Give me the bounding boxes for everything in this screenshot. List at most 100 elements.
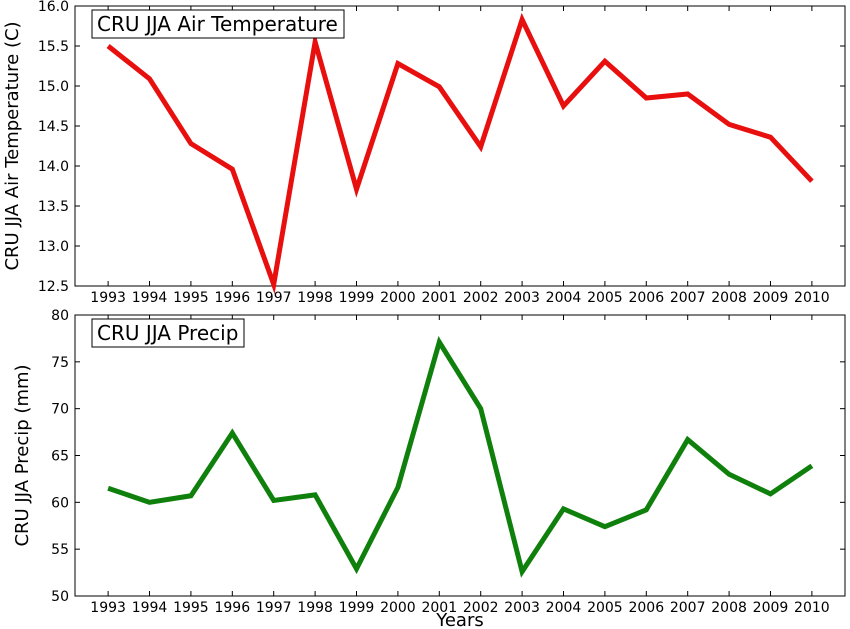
y-tick-label: 65 (51, 449, 69, 465)
data-point (478, 406, 483, 411)
x-tick-label: 2004 (546, 600, 582, 616)
data-point (147, 500, 152, 505)
y-tick-label: 14.0 (38, 159, 69, 175)
data-point (561, 506, 566, 511)
x-tick-label: 2002 (463, 600, 499, 616)
data-point (727, 472, 732, 477)
x-tick-label: 2001 (421, 290, 457, 306)
x-tick-label: 2009 (753, 290, 789, 306)
data-point (727, 122, 732, 127)
x-tick-label: 2009 (753, 600, 789, 616)
x-tick-label: 1998 (297, 600, 333, 616)
y-axis-label: CRU JJA Air Temperature (C) (2, 21, 23, 270)
x-tick-label: 2010 (794, 290, 830, 306)
y-tick-label: 75 (51, 355, 69, 371)
data-point (230, 167, 235, 172)
x-tick-label: 2008 (711, 290, 747, 306)
data-point (313, 40, 318, 45)
data-point (271, 282, 276, 287)
y-tick-label: 12.5 (38, 279, 69, 295)
data-point (188, 141, 193, 146)
data-point (644, 96, 649, 101)
data-point (106, 486, 111, 491)
data-point (437, 84, 442, 89)
y-tick-label: 60 (51, 495, 69, 511)
y-tick-label: 14.5 (38, 119, 69, 135)
x-tick-label: 1993 (90, 600, 126, 616)
y-tick-label: 15.5 (38, 39, 69, 55)
data-point (644, 507, 649, 512)
data-point (147, 76, 152, 81)
y-tick-label: 80 (51, 308, 69, 324)
x-tick-label: 2008 (711, 600, 747, 616)
y-tick-label: 55 (51, 542, 69, 558)
data-point (602, 59, 607, 64)
data-point (106, 44, 111, 49)
y-tick-label: 15.0 (38, 79, 69, 95)
data-point (230, 431, 235, 436)
x-tick-label: 1994 (132, 290, 168, 306)
data-point (313, 492, 318, 497)
x-tick-label: 1995 (173, 290, 209, 306)
chart-panel-2: 50 55 60 65 70 75 80 1993 1994 1995 1996 1997 1998 19… (12, 308, 846, 629)
data-point (395, 61, 400, 66)
series-line (106, 12, 814, 295)
series-line (107, 336, 814, 578)
x-tick-label: 2010 (794, 600, 830, 616)
y-tick-label: 16.0 (38, 0, 69, 15)
chart-panel-1: 12.5 13.0 13.5 14.0 14.5 15.0 15.5 16.0 1993 1994… (2, 0, 846, 306)
y-tick-label: 13.0 (38, 239, 69, 255)
data-point (478, 144, 483, 149)
x-tick-label: 2006 (628, 290, 664, 306)
x-tick-label: 2007 (670, 600, 706, 616)
data-point (809, 179, 814, 184)
y-tick-label: 70 (51, 402, 69, 418)
x-tick-label: 2005 (587, 290, 623, 306)
x-axis-label: Years (435, 610, 484, 629)
x-tick-label: 2007 (670, 290, 706, 306)
chart-title: CRU JJA Precip (97, 321, 238, 345)
x-tick-label: 1997 (256, 600, 292, 616)
data-point (354, 566, 359, 571)
x-tick-label: 1997 (256, 290, 292, 306)
data-point (768, 491, 773, 496)
x-tick-label: 1999 (339, 290, 375, 306)
y-tick-label: 13.5 (38, 199, 69, 215)
data-point (188, 493, 193, 498)
data-point (602, 524, 607, 529)
y-tick-label: 50 (51, 589, 69, 605)
data-point (354, 187, 359, 192)
data-point (437, 340, 442, 345)
data-point (685, 437, 690, 442)
x-tick-label: 1998 (297, 290, 333, 306)
x-tick-label: 2006 (628, 600, 664, 616)
x-tick-label: 2000 (380, 290, 416, 306)
data-point (271, 498, 276, 503)
x-tick-label: 1996 (214, 600, 250, 616)
title-box (91, 9, 345, 39)
plot-frame (74, 314, 846, 597)
data-point (520, 17, 525, 22)
x-tick-label: 2001 (421, 600, 457, 616)
title-box (91, 318, 245, 348)
x-tick-label: 1996 (214, 290, 250, 306)
x-tick-label: 1994 (132, 600, 168, 616)
data-point (685, 92, 690, 97)
data-point (809, 463, 814, 468)
x-tick-label: 2004 (546, 290, 582, 306)
x-tick-label: 2003 (504, 290, 540, 306)
x-tick-label: 2000 (380, 600, 416, 616)
x-tick-label: 2005 (587, 600, 623, 616)
chart-title: CRU JJA Air Temperature (97, 12, 338, 36)
plot-frame (74, 5, 846, 287)
x-tick-label: 1995 (173, 600, 209, 616)
x-tick-label: 1993 (90, 290, 126, 306)
data-point (520, 569, 525, 574)
data-point (395, 485, 400, 490)
data-point (768, 135, 773, 140)
x-tick-label: 2002 (463, 290, 499, 306)
data-point (561, 104, 566, 109)
y-axis-label: CRU JJA Precip (mm) (12, 364, 33, 546)
x-tick-label: 2003 (504, 600, 540, 616)
